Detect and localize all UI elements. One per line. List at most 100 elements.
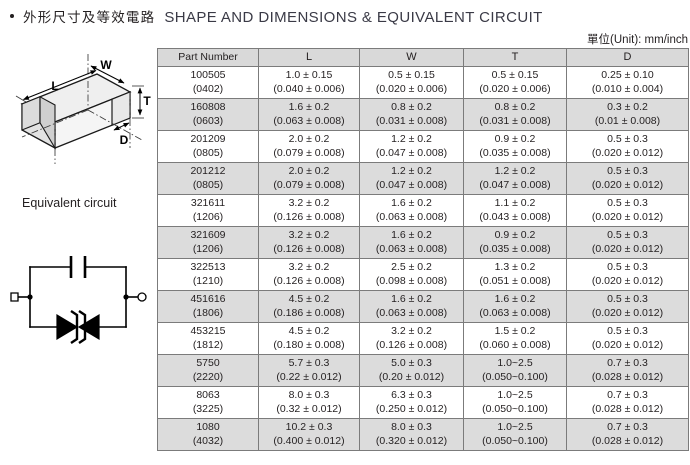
value-mm: 1080 [196,421,220,434]
value-mm: 1.6 ± 0.2 [391,197,432,210]
value-mm: 5.7 ± 0.3 [288,357,330,370]
value-mm: 8063 [196,389,220,402]
cell-W: 3.2 ± 0.2 (0.126 ± 0.008) [359,322,464,355]
value-inch: (1210) [192,274,224,287]
value-inch: (0.028 ± 0.012) [591,434,664,447]
cell-L: 1.0 ± 0.15 (0.040 ± 0.006) [258,66,360,99]
cell-D: 0.5 ± 0.3 (0.020 ± 0.012) [566,322,689,355]
chip-diagram-svg: L W T D [15,54,151,164]
value-mm: 3.2 ± 0.2 [288,197,330,210]
cell-part-number: 321611 (1206) [157,194,259,227]
value-inch: (0.126 ± 0.008) [375,338,448,351]
cell-D: 0.5 ± 0.3 (0.020 ± 0.012) [566,258,689,291]
cell-D: 0.5 ± 0.3 (0.020 ± 0.012) [566,290,689,323]
value-inch: (0.050~0.100) [482,434,548,447]
terminal-right-icon [137,292,147,302]
cell-W: 1.6 ± 0.2 (0.063 ± 0.008) [359,194,464,227]
section-heading: 外形尺寸及等效電路 SHAPE AND DIMENSIONS & EQUIVAL… [10,6,543,26]
value-inch: (4032) [192,434,224,447]
junction-dot-right [123,294,129,300]
cell-T: 0.9 ± 0.2 (0.035 ± 0.008) [463,226,567,259]
chip-label-D: D [120,133,129,147]
value-mm: 8.0 ± 0.3 [391,421,432,434]
value-inch: (0.035 ± 0.008) [479,146,551,159]
value-inch: (0.040 ± 0.006) [273,82,345,95]
value-mm: 321609 [190,229,226,242]
cell-L: 2.0 ± 0.2 (0.079 ± 0.008) [258,130,360,163]
value-inch: (1806) [192,306,224,319]
value-mm: 0.9 ± 0.2 [494,133,536,146]
value-mm: 3.2 ± 0.2 [288,261,330,274]
value-mm: 1.3 ± 0.2 [494,261,536,274]
value-inch: (0603) [192,114,224,127]
value-mm: 1.0~2.5 [497,389,533,402]
cell-T: 0.9 ± 0.2 (0.035 ± 0.008) [463,130,567,163]
value-mm: 0.7 ± 0.3 [607,421,648,434]
value-mm: 2.5 ± 0.2 [391,261,432,274]
table-row: 8063 (3225) 8.0 ± 0.3 (0.32 ± 0.012) 6.3 ± 0… [157,386,689,419]
terminal-left-icon [10,292,19,302]
cell-L: 1.6 ± 0.2 (0.063 ± 0.008) [258,98,360,131]
col-header-L: L [258,48,360,67]
value-mm: 5750 [196,357,220,370]
value-inch: (0.010 ± 0.004) [591,82,664,95]
cell-part-number: 321609 (1206) [157,226,259,259]
value-mm: 322513 [190,261,226,274]
value-mm: 0.7 ± 0.3 [607,389,648,402]
value-mm: 0.5 ± 0.15 [388,69,435,82]
cell-D: 0.5 ± 0.3 (0.020 ± 0.012) [566,130,689,163]
unit-note-chinese: 單位 [587,32,611,46]
table-row: 321609 (1206) 3.2 ± 0.2 (0.126 ± 0.008) 1.6 … [157,226,689,259]
value-inch: (3225) [192,402,224,415]
value-inch: (0.063 ± 0.008) [273,114,345,127]
value-inch: (0.035 ± 0.008) [479,242,551,255]
value-inch: (1206) [192,242,224,255]
table-row: 201209 (0805) 2.0 ± 0.2 (0.079 ± 0.008) 1.2 … [157,130,689,163]
value-inch: (0.063 ± 0.008) [375,306,448,319]
cell-T: 0.5 ± 0.15 (0.020 ± 0.006) [463,66,567,99]
cell-W: 0.5 ± 0.15 (0.020 ± 0.006) [359,66,464,99]
value-inch: (0402) [192,82,224,95]
value-inch: (0.020 ± 0.012) [591,274,664,287]
value-inch: (0.028 ± 0.012) [591,402,664,415]
value-mm: 1.0~2.5 [497,421,533,434]
value-mm: 0.5 ± 0.3 [607,293,648,306]
value-mm: 201212 [190,165,226,178]
value-inch: (0.098 ± 0.008) [375,274,448,287]
equivalent-circuit-title: Equivalent circuit [22,196,117,210]
table-row: 322513 (1210) 3.2 ± 0.2 (0.126 ± 0.008) 2.5 … [157,258,689,291]
cell-T: 1.1 ± 0.2 (0.043 ± 0.008) [463,194,567,227]
value-inch: (0.031 ± 0.008) [375,114,448,127]
table-row: 453215 (1812) 4.5 ± 0.2 (0.180 ± 0.008) 3.2 … [157,322,689,355]
value-inch: (1812) [192,338,224,351]
value-mm: 451616 [190,293,226,306]
value-mm: 0.5 ± 0.3 [607,229,648,242]
bullet-icon [10,14,14,18]
value-inch: (0.047 ± 0.008) [375,146,448,159]
value-inch: (0.031 ± 0.008) [479,114,551,127]
value-mm: 0.9 ± 0.2 [494,229,536,242]
table-row: 1080 (4032) 10.2 ± 0.3 (0.400 ± 0.012) 8.0 ±… [157,418,689,451]
value-inch: (0.020 ± 0.012) [591,178,664,191]
cell-part-number: 201209 (0805) [157,130,259,163]
cell-T: 1.0~2.5 (0.050~0.100) [463,354,567,387]
value-inch: (0.020 ± 0.006) [479,82,551,95]
value-inch: (0.020 ± 0.012) [591,306,664,319]
cell-part-number: 322513 (1210) [157,258,259,291]
value-inch: (0.126 ± 0.008) [273,242,345,255]
value-mm: 0.25 ± 0.10 [601,69,654,82]
cell-L: 3.2 ± 0.2 (0.126 ± 0.008) [258,194,360,227]
col-header-W: W [359,48,464,67]
table-row: 100505 (0402) 1.0 ± 0.15 (0.040 ± 0.006) 0.5… [157,66,689,99]
value-inch: (1206) [192,210,224,223]
cell-D: 0.5 ± 0.3 (0.020 ± 0.012) [566,162,689,195]
value-mm: 1.5 ± 0.2 [494,325,536,338]
table-row: 160808 (0603) 1.6 ± 0.2 (0.063 ± 0.008) 0.8 … [157,98,689,131]
value-mm: 6.3 ± 0.3 [391,389,432,402]
value-mm: 1.6 ± 0.2 [391,293,432,306]
chip-label-W: W [100,58,112,72]
value-mm: 1.2 ± 0.2 [391,165,432,178]
table-body: 100505 (0402) 1.0 ± 0.15 (0.040 ± 0.006) 0.5… [157,66,689,451]
value-mm: 453215 [190,325,226,338]
value-inch: (2220) [192,370,224,383]
